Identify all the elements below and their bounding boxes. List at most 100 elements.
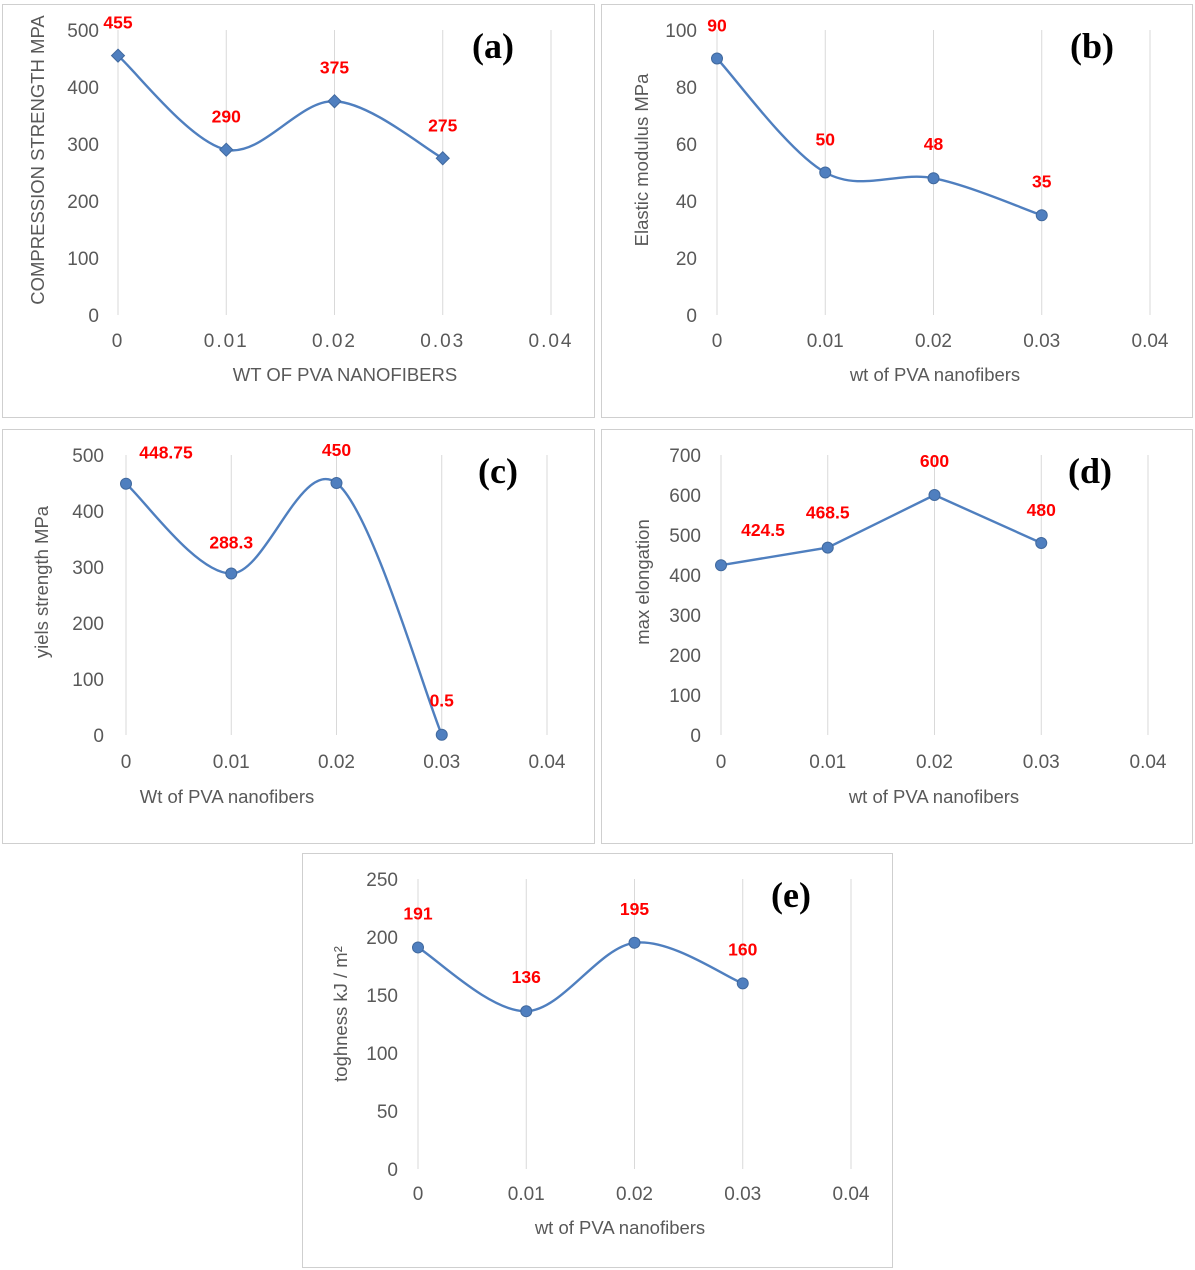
data-point: [520, 1005, 533, 1018]
series-line: [117, 54, 444, 160]
x-tick-label: 0.04: [529, 752, 566, 773]
y-tick-label: 0: [690, 726, 701, 747]
data-point: [225, 567, 238, 580]
x-tick-label: 0: [716, 752, 727, 773]
data-point: [628, 936, 641, 949]
series-line: [720, 493, 1042, 567]
x-axis-title: wt of PVA nanofibers: [534, 1217, 705, 1238]
y-axis-title: max elongation: [632, 519, 653, 644]
data-point: [435, 151, 450, 166]
data-label: 160: [728, 939, 757, 959]
chart-panel-c: 0 100 200 300 400 500 0 0.01 0.02 0.03 0.04 Wt of P…: [2, 429, 595, 844]
chart-panel-e: 0 50 100 150 200 250 0 0.01 0.02 0.03 0.04 wt of PV…: [302, 853, 893, 1268]
x-tick-label: 0: [413, 1184, 424, 1205]
y-tick-label: 0: [93, 726, 104, 747]
series-line: [716, 57, 1043, 217]
data-label: 375: [320, 57, 349, 77]
data-point: [927, 172, 940, 185]
y-axis-title: yiels strength MPa: [31, 505, 52, 658]
x-tick-label: 0.01: [508, 1184, 545, 1205]
y-tick-label: 60: [676, 135, 697, 156]
data-point: [435, 728, 448, 741]
y-tick-label: 200: [669, 646, 701, 667]
data-label: 35: [1032, 171, 1052, 191]
data-point: [120, 477, 132, 490]
data-point: [412, 941, 424, 954]
chart-b-svg: 0 20 40 60 80 100 0 0.01 0.02 0.03 0.04 wt of PVA n…: [631, 16, 1169, 386]
x-tick-label: 0.03: [1023, 331, 1060, 352]
x-tick-label: 0.03: [420, 331, 465, 352]
x-axis-title: Wt of PVA nanofibers: [140, 786, 314, 807]
x-tick-label: 0.01: [213, 752, 250, 773]
x-tick-label: 0: [121, 752, 132, 773]
chart-d-svg: 0 100 200 300 400 500 600 700 0 0.01 0.02 0.03 0.04 w…: [632, 446, 1167, 807]
x-tick-label: 0.02: [916, 752, 953, 773]
data-label: 288.3: [209, 533, 253, 553]
x-tick-label: 0.02: [312, 331, 357, 352]
data-point: [327, 94, 342, 109]
chart-e-svg: 0 50 100 150 200 250 0 0.01 0.02 0.03 0.04 wt of PV…: [330, 870, 870, 1238]
data-label: 424.5: [741, 520, 785, 540]
x-tick-label: 0.03: [724, 1184, 761, 1205]
x-axis-title: wt of PVA nanofibers: [848, 786, 1019, 807]
x-tick-label: 0.04: [833, 1184, 870, 1205]
data-point: [821, 541, 834, 554]
data-label: 455: [103, 13, 132, 33]
y-axis-title: toghness kJ / m²: [330, 946, 351, 1082]
data-point: [928, 489, 941, 501]
data-point: [219, 142, 234, 157]
data-label: 48: [924, 134, 944, 154]
data-label: 468.5: [806, 503, 850, 523]
y-tick-label: 0: [387, 1160, 398, 1181]
y-tick-label: 250: [366, 870, 398, 891]
data-point: [715, 559, 727, 572]
panel-label: (c): [478, 451, 518, 491]
y-tick-label: 100: [72, 670, 104, 691]
y-tick-label: 20: [676, 249, 697, 270]
y-tick-label: 700: [669, 446, 701, 467]
chart-c-svg: 0 100 200 300 400 500 0 0.01 0.02 0.03 0.04 Wt of P…: [31, 440, 566, 807]
y-tick-label: 500: [67, 21, 99, 42]
x-tick-label: 0.02: [616, 1184, 653, 1205]
x-tick-label: 0.04: [1132, 331, 1169, 352]
x-tick-label: 0.01: [809, 752, 846, 773]
y-tick-label: 200: [72, 614, 104, 635]
y-tick-label: 40: [676, 192, 697, 213]
data-label: 0.5: [430, 691, 455, 711]
y-tick-label: 400: [669, 566, 701, 587]
y-tick-label: 300: [67, 135, 99, 156]
x-axis-title: WT OF PVA NANOFIBERS: [233, 364, 457, 385]
chart-panel-b: 0 20 40 60 80 100 0 0.01 0.02 0.03 0.04 wt of PVA n…: [601, 4, 1193, 418]
panel-label: (b): [1070, 26, 1114, 66]
data-label: 448.75: [139, 443, 193, 463]
chart-panel-a: 0 100 200 300 400 500 0 0.01 0.02 0.03 0.04 WT OF P…: [2, 4, 595, 418]
x-tick-label: 0.02: [318, 752, 355, 773]
x-tick-label: 0.03: [1023, 752, 1060, 773]
series-line: [125, 478, 443, 736]
y-axis-title: COMPRESSION STRENGTH MPA: [27, 15, 48, 305]
series-line: [417, 941, 744, 1013]
data-point: [711, 52, 723, 65]
data-point: [1035, 537, 1048, 549]
y-tick-label: 300: [72, 558, 104, 579]
y-tick-label: 400: [72, 502, 104, 523]
y-tick-label: 50: [377, 1102, 398, 1123]
y-tick-label: 100: [669, 686, 701, 707]
y-tick-label: 0: [686, 306, 697, 327]
x-tick-label: 0: [112, 331, 125, 352]
y-tick-label: 100: [366, 1044, 398, 1065]
data-label: 600: [920, 451, 949, 471]
x-tick-label: 0.04: [529, 331, 574, 352]
data-point: [1035, 209, 1048, 222]
y-tick-label: 80: [676, 78, 697, 99]
data-label: 450: [322, 440, 351, 460]
data-label: 50: [816, 130, 836, 150]
data-label: 90: [707, 16, 727, 36]
y-tick-label: 0: [88, 306, 99, 327]
x-tick-label: 0.04: [1130, 752, 1167, 773]
y-tick-label: 500: [72, 446, 104, 467]
data-point: [819, 166, 832, 179]
y-tick-label: 100: [67, 249, 99, 270]
x-tick-label: 0.01: [204, 331, 249, 352]
data-point: [330, 477, 343, 489]
